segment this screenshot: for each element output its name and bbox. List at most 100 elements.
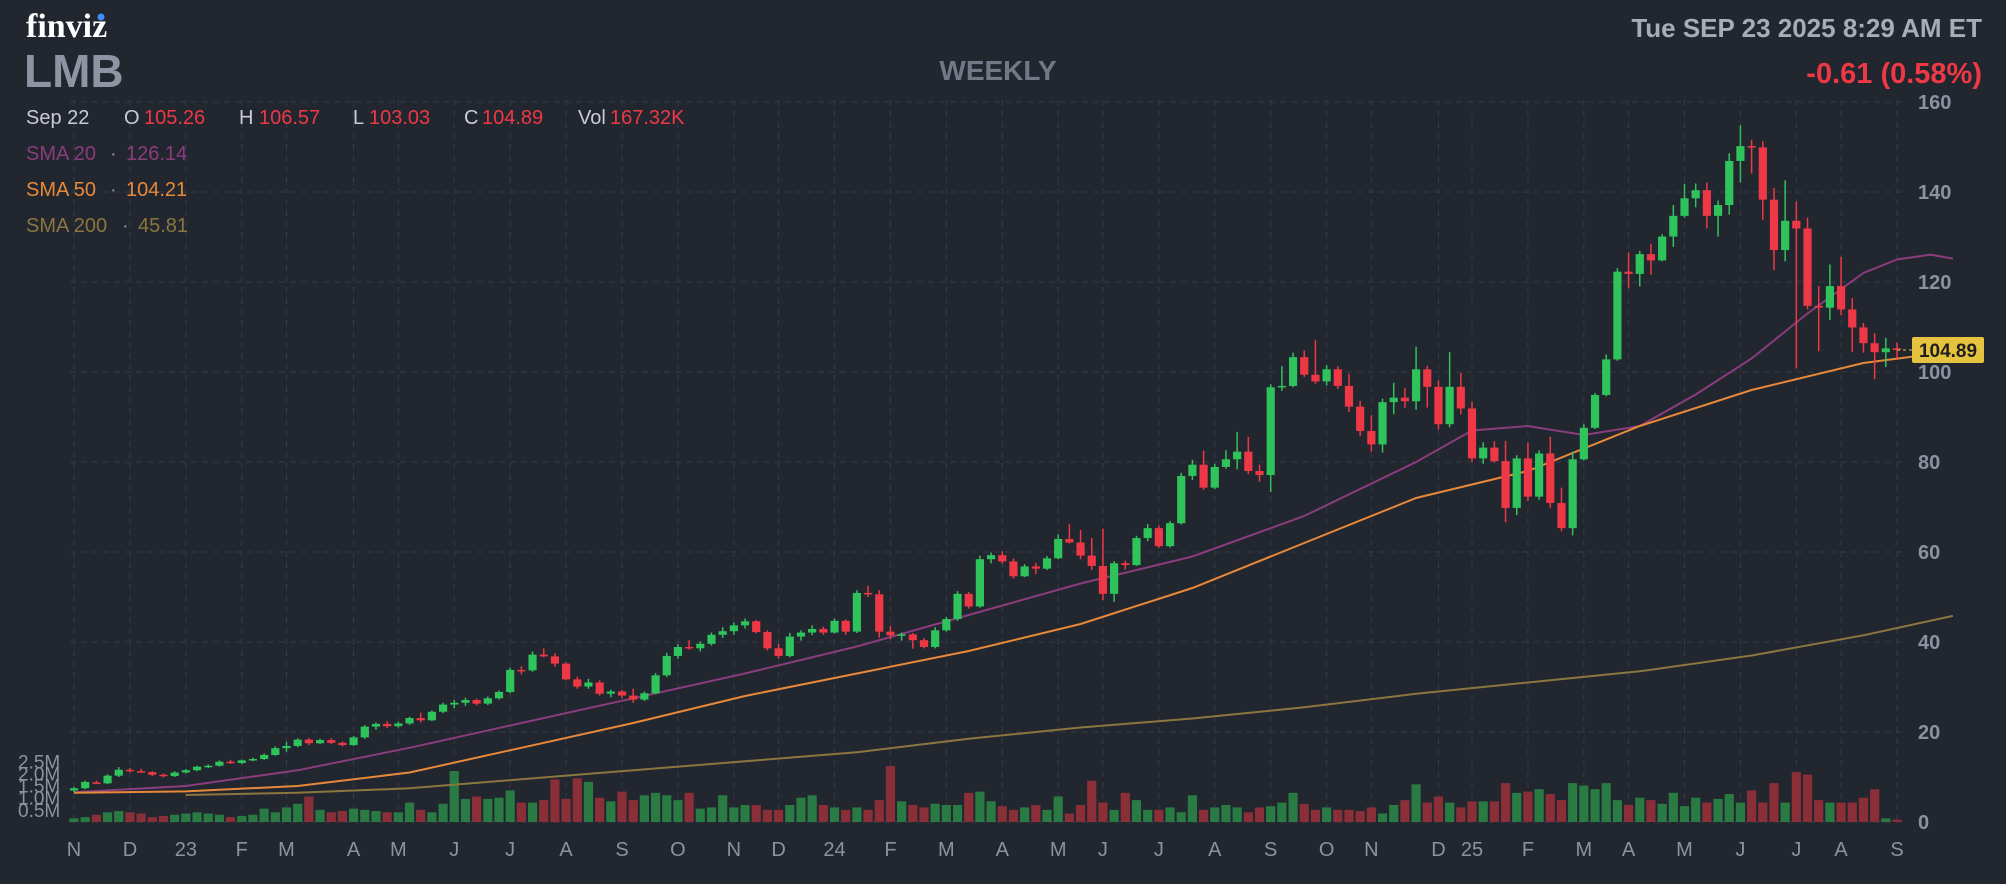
candle-body xyxy=(1154,528,1163,547)
candle-body xyxy=(1300,357,1309,375)
volume-bar xyxy=(706,807,717,822)
volume-bar xyxy=(102,812,113,822)
volume-bar xyxy=(695,808,705,822)
volume-bar xyxy=(1892,819,1902,822)
candle-body xyxy=(1087,555,1096,566)
volume-axis: 0.5M1.0M1.5M2.0M2.5M xyxy=(18,752,60,822)
volume-bar xyxy=(751,804,761,822)
sma50-value: 104.21 xyxy=(126,179,187,201)
volume-bar xyxy=(225,817,236,822)
volume-bar xyxy=(1433,796,1444,822)
sma200-label[interactable]: SMA 200 xyxy=(26,215,107,237)
volume-bar xyxy=(281,807,292,822)
time-tick-label: F xyxy=(1522,839,1534,861)
time-tick-label: J xyxy=(1154,839,1164,861)
candle-body xyxy=(148,772,157,775)
volume-bar xyxy=(595,797,605,822)
candle-body xyxy=(1020,566,1029,577)
candle-body xyxy=(1568,459,1577,529)
volume-bar xyxy=(1053,796,1063,822)
time-tick-label: J xyxy=(1098,839,1108,861)
volume-bar xyxy=(1120,792,1130,822)
volume-bar xyxy=(572,778,582,822)
candle-body xyxy=(1613,271,1622,360)
time-tick-label: M xyxy=(390,839,407,861)
volume-bar xyxy=(1098,802,1108,822)
sma20-label[interactable]: SMA 20 xyxy=(26,143,96,165)
volume-bar xyxy=(203,813,213,822)
candle-body xyxy=(1836,286,1846,310)
candle-body xyxy=(215,761,224,766)
candle-body xyxy=(427,711,436,721)
candle-body xyxy=(931,630,940,647)
volume-bar xyxy=(91,814,101,822)
sma50-line xyxy=(73,352,1953,794)
candle-body xyxy=(260,754,269,759)
volume-bar xyxy=(1847,802,1857,822)
candle-body xyxy=(897,634,906,636)
candle-body xyxy=(92,782,101,784)
volume-bar xyxy=(1344,809,1354,822)
candle-body xyxy=(304,739,313,744)
candle-body xyxy=(1512,458,1521,508)
candle-body xyxy=(1065,538,1074,543)
volume-bar xyxy=(360,809,370,822)
candle-body xyxy=(1009,561,1018,577)
candle-body xyxy=(1467,408,1477,459)
volume-bar xyxy=(326,812,336,822)
candle-body xyxy=(1042,558,1052,569)
volume-bar xyxy=(293,803,303,822)
volume-bar xyxy=(606,801,616,822)
volume-bar xyxy=(382,812,392,822)
volume-bar xyxy=(1176,812,1186,822)
logo[interactable]: finviz xyxy=(26,8,107,45)
volume-bar xyxy=(416,809,426,822)
time-tick-label: D xyxy=(771,839,785,861)
volume-bar xyxy=(1243,812,1253,822)
volume-label: Vol xyxy=(578,107,606,129)
candle-body xyxy=(875,594,884,632)
time-tick-label: J xyxy=(1735,839,1745,861)
candle-body xyxy=(1546,453,1555,503)
volume-bar xyxy=(1355,811,1365,822)
close-value: 104.89 xyxy=(482,107,543,129)
candle-body xyxy=(237,760,246,764)
volume-bar xyxy=(1724,794,1734,822)
candle-body xyxy=(506,669,515,692)
volume-bar xyxy=(561,798,571,822)
candle-body xyxy=(1658,236,1667,261)
candle-body xyxy=(405,718,414,724)
candle-body xyxy=(1076,542,1085,556)
candle-body xyxy=(1244,451,1253,471)
candle-body xyxy=(1702,190,1711,216)
volume-bar xyxy=(740,804,750,822)
candle-body xyxy=(606,691,615,694)
volume-bar xyxy=(1870,789,1880,822)
volume-bar xyxy=(527,802,538,822)
volume-bar xyxy=(796,797,806,822)
volume-bar xyxy=(1523,791,1533,822)
volume-bar xyxy=(315,809,325,822)
volume-bar xyxy=(237,815,247,822)
volume-bar xyxy=(986,801,996,822)
candle-body xyxy=(528,654,537,671)
candle-body xyxy=(1143,528,1152,539)
volume-bar xyxy=(785,804,795,822)
price-tick-label: 80 xyxy=(1918,452,1940,474)
sma50-label[interactable]: SMA 50 xyxy=(26,179,96,201)
volume-bar xyxy=(1478,801,1488,822)
candle-body xyxy=(685,646,694,649)
candle-body xyxy=(1121,563,1130,566)
volume-bar xyxy=(1467,801,1477,822)
open-value: 105.26 xyxy=(144,107,205,129)
volume-bar xyxy=(147,817,157,822)
candle-body xyxy=(1277,385,1286,388)
volume-bar xyxy=(639,795,649,822)
volume-bar xyxy=(1747,790,1757,822)
volume-bar xyxy=(1668,792,1678,822)
volume-bar xyxy=(1143,809,1153,822)
volume-bars xyxy=(69,766,1902,822)
time-tick-label: S xyxy=(615,839,628,861)
volume-bar xyxy=(69,818,79,822)
